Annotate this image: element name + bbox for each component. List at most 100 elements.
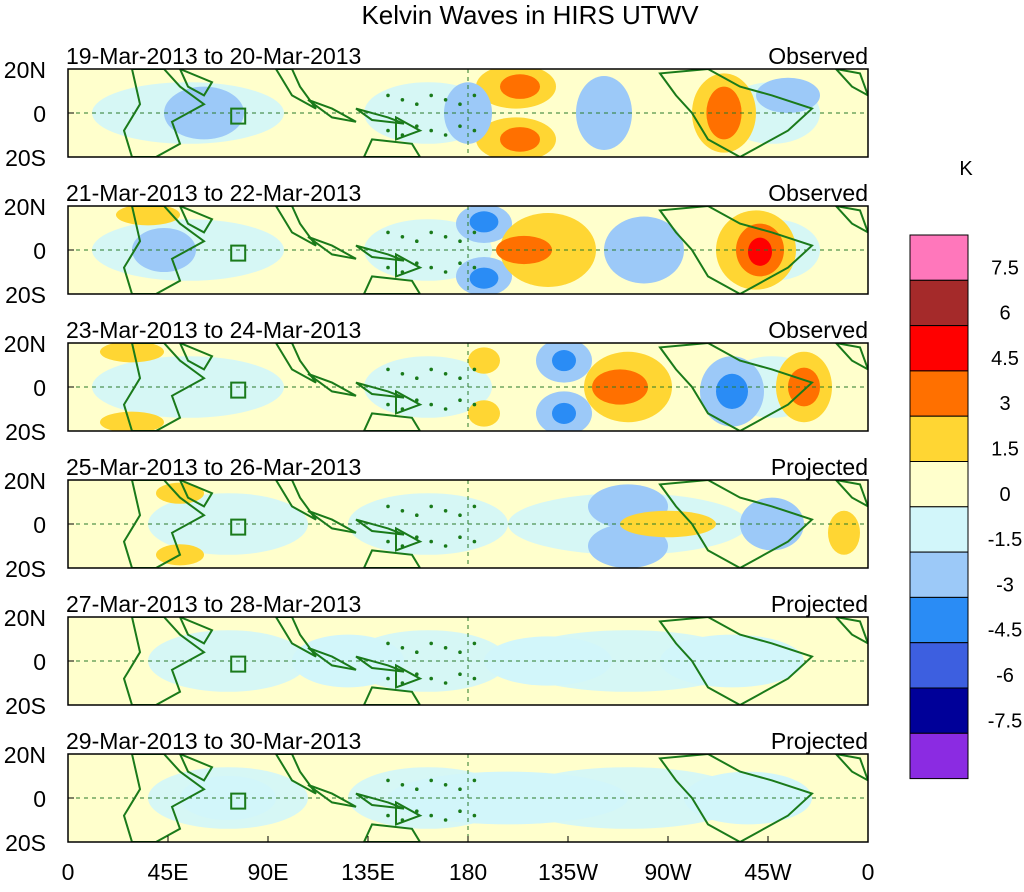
coastline: [178, 343, 214, 371]
coastline: [834, 206, 868, 234]
island: [415, 672, 419, 676]
lat-label: 20S: [5, 145, 46, 171]
lon-label: 0: [62, 859, 75, 885]
coastline: [395, 800, 423, 826]
island: [429, 93, 434, 98]
island: [400, 133, 405, 137]
lat-label: 20S: [5, 693, 46, 719]
anomaly-contour: [500, 127, 540, 152]
island: [415, 650, 419, 654]
island: [443, 372, 448, 376]
panel-date-range: 19-Mar-2013 to 20-Mar-2013: [66, 43, 361, 69]
panel-status: Projected: [771, 454, 868, 480]
colorbar-label: -1.5: [988, 529, 1022, 551]
lat-label: 20N: [4, 742, 46, 768]
longitude-axis: 0 45E 90E 135E 180 135W 90W 45W 0: [62, 836, 875, 885]
reference-box: [230, 655, 247, 673]
panel-date-range: 21-Mar-2013 to 22-Mar-2013: [66, 180, 361, 206]
map-panel: 21-Mar-2013 to 22-Mar-2013 Observed 20N 0 20…: [4, 180, 869, 308]
colorbar-label: -3: [996, 574, 1014, 596]
island: [472, 778, 477, 783]
lat-label: 20N: [4, 468, 46, 494]
colorbar-swatch: [909, 461, 969, 508]
anomaly-contour: [748, 237, 772, 266]
anomaly-contour: [828, 510, 860, 555]
island: [429, 539, 434, 544]
island: [400, 509, 405, 513]
coastline: [395, 389, 423, 415]
colorbar-label: 7.5: [991, 257, 1019, 279]
lon-label: 0: [862, 859, 875, 885]
island: [400, 646, 405, 650]
coastline: [307, 646, 357, 671]
panel-status: Observed: [768, 317, 868, 343]
colorbar-swatch: [909, 687, 969, 734]
island: [429, 641, 434, 646]
panel-date-range: 25-Mar-2013 to 26-Mar-2013: [66, 454, 361, 480]
island: [443, 509, 448, 513]
coastline: [274, 69, 317, 110]
island: [415, 535, 419, 539]
island: [429, 813, 434, 818]
coastline: [178, 754, 214, 782]
island: [429, 676, 434, 681]
island: [415, 261, 419, 266]
colorbar-swatch: [909, 642, 969, 689]
island: [443, 235, 448, 239]
island: [458, 124, 462, 128]
anomaly-contour: [756, 77, 820, 113]
coastline: [122, 206, 206, 294]
colorbar-swatch: [909, 234, 969, 281]
lat-label: 20N: [4, 57, 46, 83]
panel-status: Observed: [768, 43, 868, 69]
island: [472, 504, 477, 509]
lon-label: 135W: [538, 859, 598, 885]
coastline: [178, 206, 214, 234]
colorbar-swatch: [909, 551, 969, 598]
island: [400, 372, 405, 376]
island: [386, 230, 390, 235]
coastline: [178, 480, 214, 508]
island: [472, 128, 477, 133]
coastline: [355, 518, 405, 536]
island: [429, 504, 434, 509]
coastline: [355, 655, 405, 673]
coastline: [122, 617, 206, 705]
lat-label: 20N: [4, 605, 46, 631]
coastline: [307, 509, 357, 534]
coastline: [274, 754, 317, 795]
coastline: [178, 617, 214, 645]
island: [458, 650, 462, 654]
island: [458, 376, 462, 381]
panel-status: Observed: [768, 180, 868, 206]
lat-label: 20N: [4, 331, 46, 357]
coastline: [178, 69, 214, 97]
island: [429, 128, 434, 133]
colorbar-label: -6: [996, 665, 1014, 687]
coastline: [658, 206, 814, 294]
coastline: [395, 663, 423, 689]
anomaly-contour: [716, 373, 748, 409]
island: [386, 813, 390, 818]
island: [443, 407, 448, 411]
island: [386, 676, 390, 681]
colorbar-swatch: [909, 506, 969, 553]
island: [443, 681, 448, 685]
map-panel: 25-Mar-2013 to 26-Mar-2013 Projected 20N 0 2…: [4, 454, 869, 582]
lon-label: 135E: [341, 859, 395, 885]
island: [472, 641, 477, 646]
island: [415, 102, 419, 106]
coastline: [274, 206, 317, 247]
island: [400, 270, 405, 274]
island: [400, 235, 405, 239]
panel-date-range: 23-Mar-2013 to 24-Mar-2013: [66, 317, 361, 343]
lat-label: 0: [33, 238, 46, 264]
island: [458, 809, 462, 813]
coastline: [834, 617, 868, 645]
island: [415, 239, 419, 243]
colorbar-label: 4.5: [991, 348, 1019, 370]
lat-label: 20S: [5, 830, 46, 856]
island: [386, 128, 390, 133]
